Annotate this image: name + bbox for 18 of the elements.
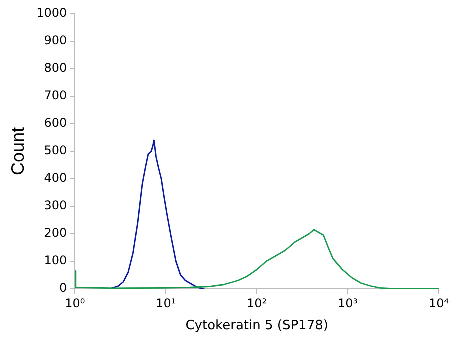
y-tick-label: 700 — [44, 88, 68, 103]
x-tick-label: 10⁴ — [428, 296, 450, 310]
x-tick-label: 10⁰ — [65, 296, 86, 310]
y-tick-label: 600 — [44, 116, 68, 130]
y-tick-label: 200 — [44, 226, 68, 240]
y-tick-label: 500 — [44, 144, 68, 158]
y-tick-label: 0 — [60, 281, 68, 296]
y-tick-label: 800 — [44, 61, 68, 76]
x-tick-label: 10¹ — [156, 296, 176, 310]
x-tick-label: 10² — [247, 296, 268, 310]
x-tick-label: 10³ — [338, 296, 358, 310]
y-tick-label: 900 — [44, 34, 68, 48]
y-tick-label: 1000 — [36, 6, 68, 20]
y-tick-label: 300 — [44, 198, 68, 213]
x-axis-title: Cytokeratin 5 (SP178) — [186, 318, 328, 334]
y-axis-title: Count — [8, 127, 28, 176]
y-tick-label: 100 — [44, 254, 68, 268]
y-tick-label: 400 — [44, 171, 68, 186]
